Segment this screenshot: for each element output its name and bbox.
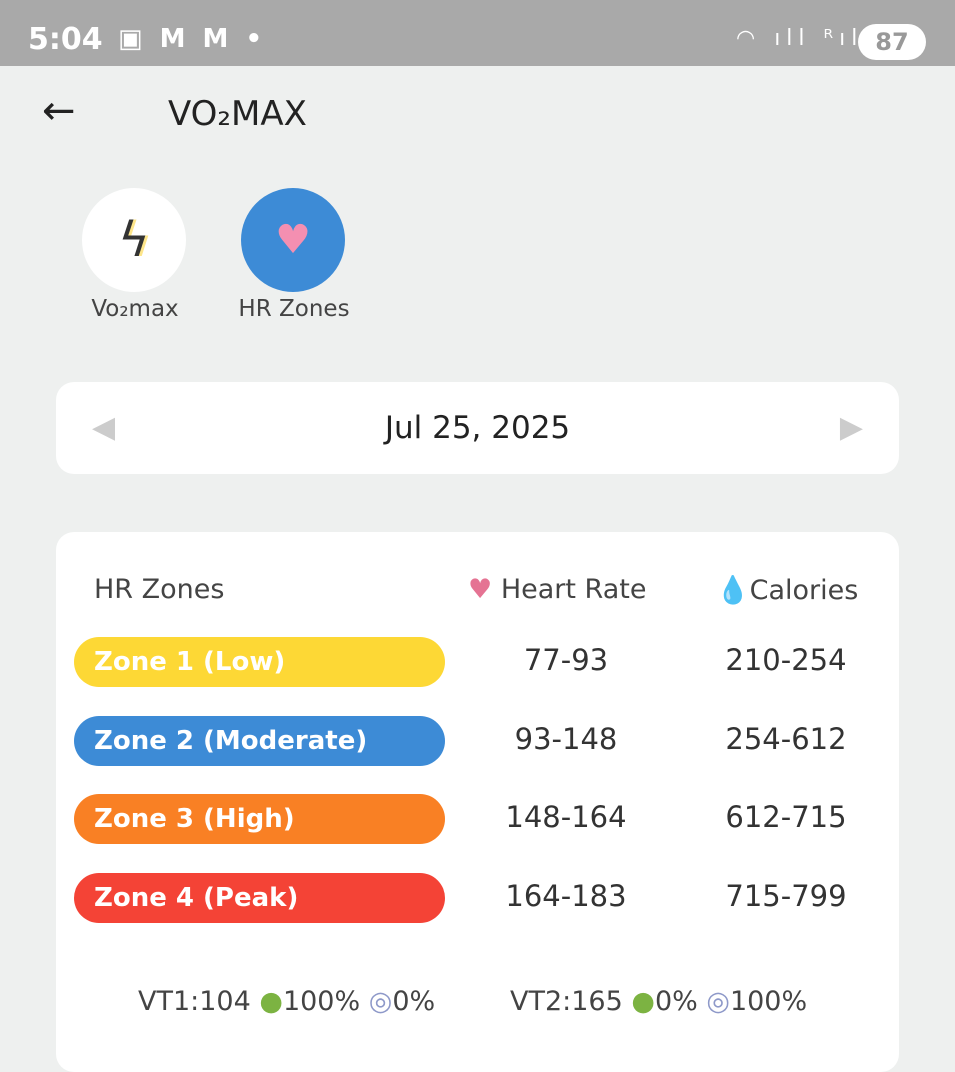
- zone-2-pill: Zone 2 (Moderate): [74, 716, 445, 766]
- battery-indicator: 87: [858, 24, 926, 60]
- tab-hr-zones-label[interactable]: HR Zones: [238, 296, 350, 322]
- prev-date-button[interactable]: ◀: [92, 410, 116, 445]
- zone-1-heart-rate: 77-93: [523, 643, 609, 677]
- flame-drop-icon: 💧: [716, 575, 750, 606]
- header-calories: 💧Calories: [716, 575, 859, 606]
- zone-1-pill: Zone 1 (Low): [74, 637, 445, 687]
- next-date-button[interactable]: ▶: [839, 410, 863, 445]
- avocado-icon: ●: [631, 986, 655, 1017]
- vt1-summary: VT1:104 ●100% ◎0%: [138, 986, 436, 1017]
- zone-2-calories: 254-612: [725, 722, 847, 756]
- vt2-summary: VT2:165 ●0% ◎100%: [510, 986, 808, 1017]
- zone-3-heart-rate: 148-164: [505, 800, 627, 834]
- header-heart-rate: ♥ Heart Rate: [468, 574, 647, 605]
- page-title: VO₂MAX: [168, 94, 307, 134]
- zone-2-heart-rate: 93-148: [514, 722, 618, 756]
- zone-1-calories: 210-254: [725, 643, 847, 677]
- avocado-icon: ●: [259, 986, 283, 1017]
- notification-icons: ▣ M M •: [118, 24, 267, 54]
- zone-4-heart-rate: 164-183: [505, 879, 627, 913]
- back-arrow-icon[interactable]: ←: [42, 88, 76, 134]
- zone-3-calories: 612-715: [725, 800, 847, 834]
- clock: 5:04: [28, 22, 103, 57]
- current-date[interactable]: Jul 25, 2025: [384, 410, 571, 446]
- donut-icon: ◎: [368, 986, 393, 1017]
- zone-4-pill: Zone 4 (Peak): [74, 873, 445, 923]
- zone-3-pill: Zone 3 (High): [74, 794, 445, 844]
- donut-icon: ◎: [706, 986, 730, 1017]
- signal-icons: ◠ ıll ᴿıll: [736, 26, 876, 51]
- heart-cycle-icon: ♥: [275, 217, 311, 263]
- header-hr-zones: HR Zones: [94, 574, 225, 605]
- tab-vo2max[interactable]: ϟ: [82, 188, 186, 292]
- date-navigator: ◀ Jul 25, 2025 ▶: [56, 382, 899, 474]
- heart-icon: ♥: [468, 574, 493, 605]
- zone-4-calories: 715-799: [725, 879, 847, 913]
- status-bar: 5:04 ▣ M M • ◠ ıll ᴿıll 87: [0, 0, 955, 66]
- tab-vo2max-label[interactable]: Vo₂max: [91, 296, 179, 322]
- hr-zones-card: HR Zones ♥ Heart Rate 💧Calories Zone 1 (…: [56, 532, 899, 1072]
- lightning-icon: ϟ: [118, 212, 150, 268]
- tab-hr-zones[interactable]: ♥: [241, 188, 345, 292]
